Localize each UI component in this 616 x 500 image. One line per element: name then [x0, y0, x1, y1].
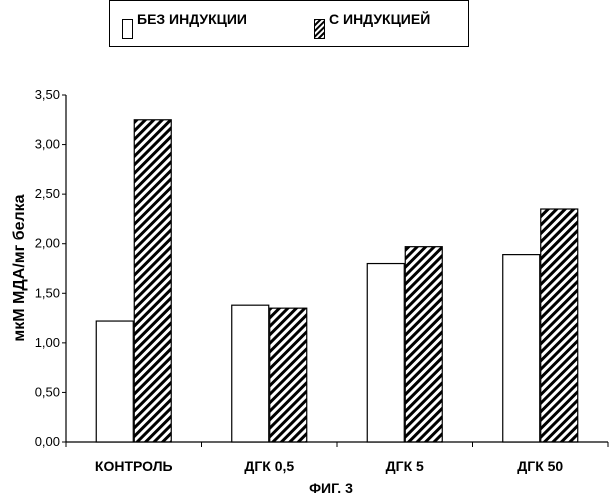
y-tick-label: 0,00 — [35, 434, 60, 449]
category-label: ДГК 5 — [386, 458, 424, 474]
bar-with-induction-4 — [541, 209, 578, 442]
category-labels: КОНТРОЛЬ ДГК 0,5 ДГК 5 ДГК 50 — [95, 458, 564, 474]
y-axis-title: мкМ МДА/мг белка — [11, 194, 28, 341]
bar-no-induction-2 — [232, 305, 269, 442]
bar-no-induction-1 — [96, 321, 133, 442]
y-tick-label: 1,50 — [35, 285, 60, 300]
y-tick-label: 2,00 — [35, 236, 60, 251]
bar-with-induction-1 — [134, 120, 171, 442]
y-tick-label: 3,50 — [35, 87, 60, 102]
y-tick-label: 3,00 — [35, 137, 60, 152]
category-label: КОНТРОЛЬ — [95, 458, 173, 474]
y-tick-labels: 0,00 0,50 1,00 1,50 2,00 2,50 3,00 3,50 — [35, 87, 60, 449]
category-label: ДГК 50 — [517, 458, 563, 474]
bar-no-induction-3 — [367, 264, 404, 442]
y-tick-label: 2,50 — [35, 186, 60, 201]
bar-no-induction-4 — [503, 255, 540, 442]
bar-with-induction-3 — [405, 247, 442, 442]
bars — [96, 120, 578, 442]
category-label: ДГК 0,5 — [244, 458, 294, 474]
bar-with-induction-2 — [270, 308, 307, 442]
y-tick-label: 1,00 — [35, 335, 60, 350]
y-tick-label: 0,50 — [35, 384, 60, 399]
figure-caption: ФИГ. 3 — [309, 480, 353, 496]
